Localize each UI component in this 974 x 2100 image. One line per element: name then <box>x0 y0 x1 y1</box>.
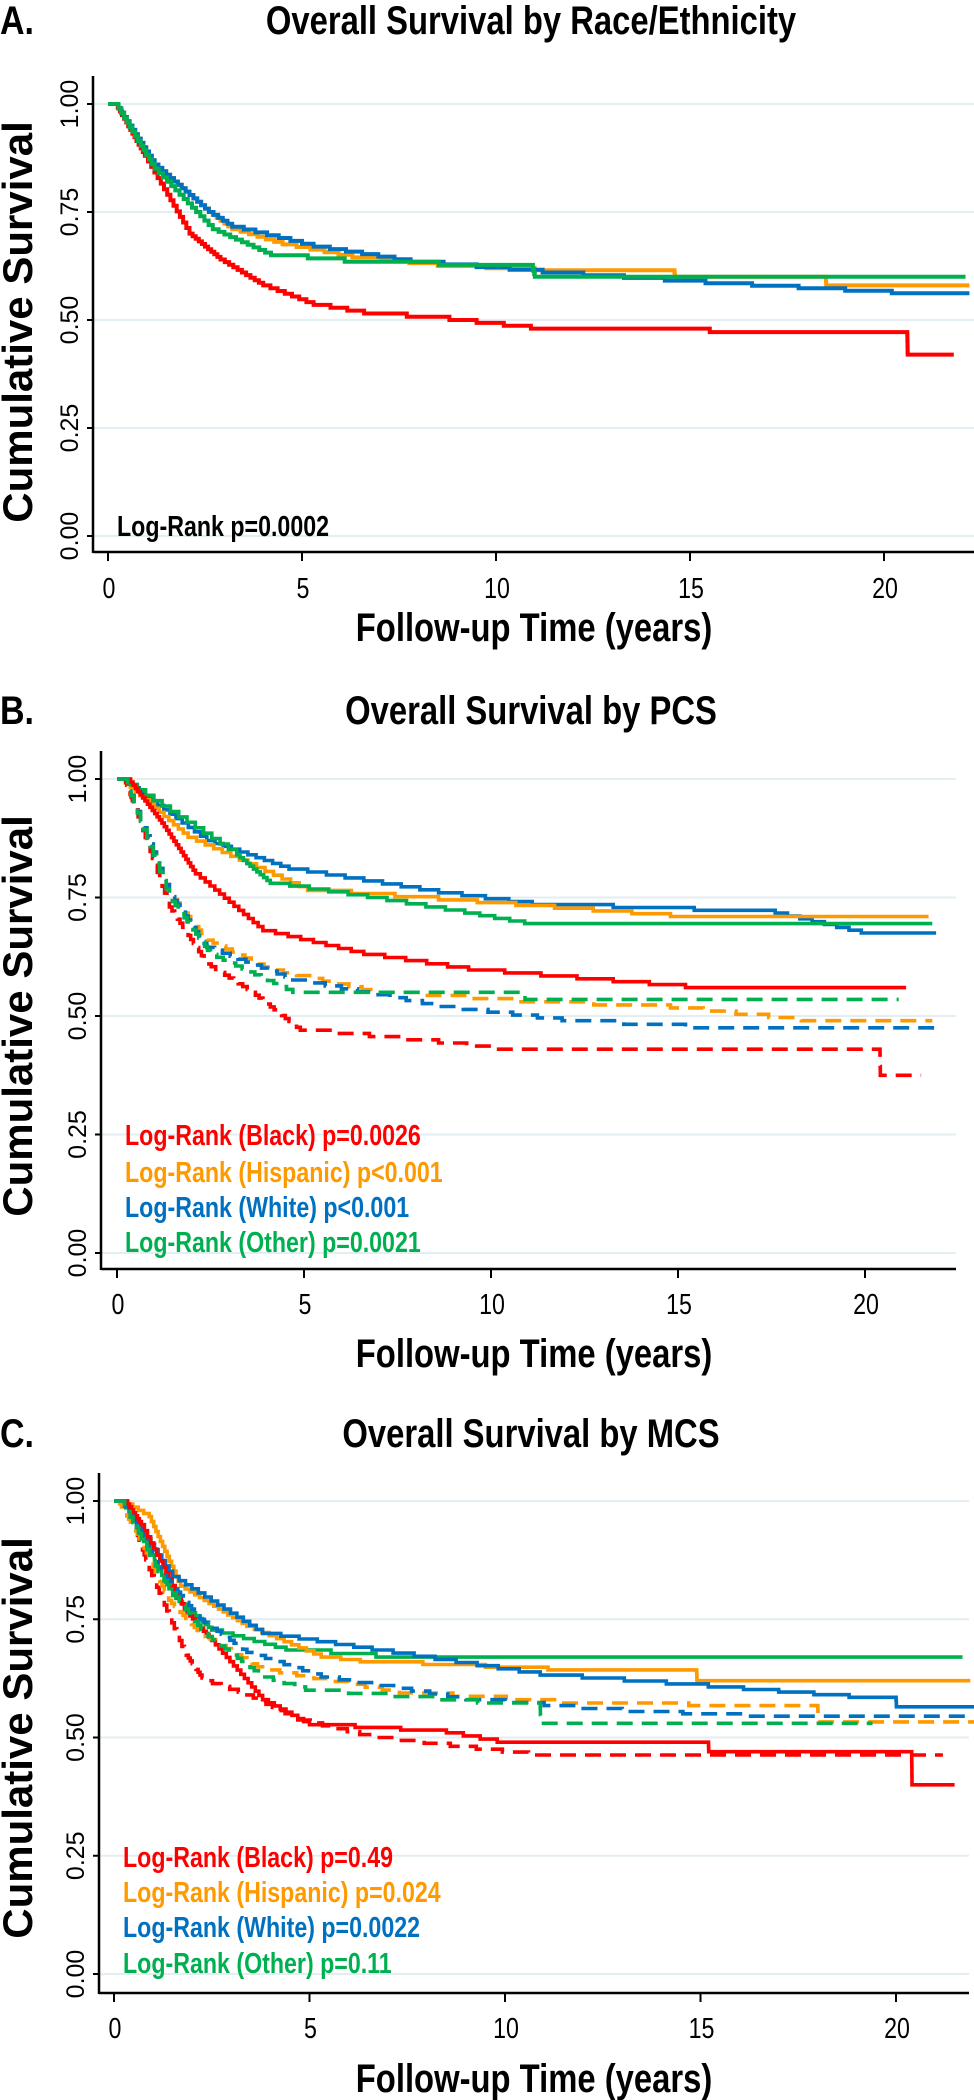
survival-curve-black-solid <box>117 777 907 990</box>
y-axis-title: Cumulative Survival <box>0 815 41 1216</box>
survival-curve-white-solid <box>108 102 970 296</box>
x-tick-label: 0 <box>112 1287 125 1320</box>
x-axis-title: Follow-up Time (years) <box>356 1331 712 1376</box>
y-tick-label: 0.75 <box>64 873 92 922</box>
y-tick-label: 0.25 <box>62 1831 90 1880</box>
survival-curve-white-solid <box>117 777 937 935</box>
x-tick-label: 0 <box>109 2011 122 2044</box>
y-tick-label: 0.00 <box>64 1229 92 1278</box>
survival-curve-other-dashed <box>117 777 899 1002</box>
x-axis-title: Follow-up Time (years) <box>356 2056 712 2100</box>
x-tick-label: 5 <box>299 1287 312 1320</box>
chart-title: Overall Survival by PCS <box>345 688 717 733</box>
log-rank-annotation: Log-Rank (Hispanic) p<0.001 <box>125 1155 443 1188</box>
y-tick-label: 0.25 <box>64 1110 92 1159</box>
survival-curve-black-solid <box>114 1499 955 1787</box>
panel-label: A. <box>0 0 34 43</box>
survival-curve-hispanic-dashed <box>114 1499 974 1724</box>
x-tick-label: 10 <box>493 2011 519 2044</box>
panel-label: C. <box>0 1410 34 1455</box>
chart-title: Overall Survival by Race/Ethnicity <box>266 0 797 43</box>
x-tick-label: 20 <box>884 2011 910 2044</box>
y-tick-label: 0.50 <box>64 992 92 1041</box>
survival-curve-other-dashed <box>114 1499 873 1726</box>
y-tick-label: 0.50 <box>62 1713 90 1762</box>
chart-title: Overall Survival by MCS <box>342 1411 719 1456</box>
log-rank-annotation: Log-Rank (White) p<0.001 <box>125 1190 409 1223</box>
panel-b: B. Overall Survival by PCS 0.00 0.25 0.50 0.7… <box>0 687 956 1376</box>
survival-curve-other-solid <box>117 777 933 926</box>
log-rank-annotation: Log-Rank (White) p=0.0022 <box>123 1910 420 1943</box>
x-tick-label: 20 <box>853 1287 879 1320</box>
y-tick-label: 0.00 <box>56 512 84 561</box>
survival-curve-black-dashed <box>117 777 922 1078</box>
y-tick-label: 0.25 <box>56 404 84 453</box>
x-tick-label: 0 <box>103 571 116 604</box>
survival-curve-other-solid <box>114 1499 963 1659</box>
panel-a: A. Overall Survival by Race/Ethnicity 0.00… <box>0 0 974 650</box>
y-tick-label: 1.00 <box>56 80 84 129</box>
x-tick-label: 15 <box>678 571 704 604</box>
y-tick-label: 0.75 <box>62 1595 90 1644</box>
y-axis-title: Cumulative Survival <box>0 121 41 522</box>
x-tick-label: 10 <box>484 571 510 604</box>
survival-curve-white-dashed <box>114 1499 969 1719</box>
x-axis-title: Follow-up Time (years) <box>356 605 712 650</box>
survival-curve-black-dashed <box>114 1499 943 1757</box>
log-rank-annotation: Log-Rank (Hispanic) p=0.024 <box>123 1875 441 1908</box>
x-tick-label: 10 <box>479 1287 505 1320</box>
x-tick-label: 15 <box>689 2011 715 2044</box>
panel-c: C. Overall Survival by MCS 0.00 0.25 0.50 0.7… <box>0 1410 974 2100</box>
survival-curve-other-solid <box>108 102 966 279</box>
log-rank-annotation: Log-Rank (Black) p=0.0026 <box>125 1118 421 1151</box>
y-tick-label: 1.00 <box>64 755 92 804</box>
y-tick-label: 0.50 <box>56 296 84 345</box>
x-tick-label: 20 <box>872 571 898 604</box>
panel-label: B. <box>0 687 34 732</box>
log-rank-annotation: Log-Rank (Other) p=0.11 <box>123 1946 392 1979</box>
log-rank-annotation: Log-Rank p=0.0002 <box>117 509 329 542</box>
survival-curve-hispanic-solid <box>108 102 970 288</box>
y-axis-title: Cumulative Survival <box>0 1537 41 1938</box>
y-tick-label: 0.00 <box>62 1950 90 1999</box>
y-tick-label: 0.75 <box>56 188 84 237</box>
y-tick-label: 1.00 <box>62 1477 90 1526</box>
log-rank-annotation: Log-Rank (Other) p=0.0021 <box>125 1225 421 1258</box>
log-rank-annotation: Log-Rank (Black) p=0.49 <box>123 1840 393 1873</box>
x-tick-label: 5 <box>297 571 310 604</box>
x-tick-label: 5 <box>304 2011 317 2044</box>
x-tick-label: 15 <box>666 1287 692 1320</box>
